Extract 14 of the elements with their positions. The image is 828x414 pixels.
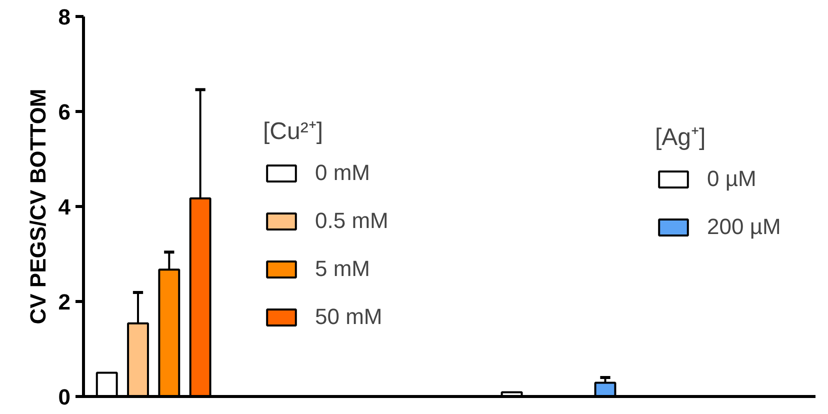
y-tick-label: 0 — [58, 384, 71, 410]
legend-label: 200 µM — [707, 214, 781, 240]
legend-label: 0 mM — [315, 160, 370, 186]
legend-label: 5 mM — [315, 256, 370, 282]
legend-title: [Cu²⁺] — [263, 117, 324, 146]
y-tick-label: 6 — [58, 100, 71, 124]
y-tick-label: 4 — [58, 194, 72, 220]
legend-label: 50 mM — [315, 304, 382, 330]
legend-label: 0 µM — [707, 166, 756, 192]
y-tick-label: 8 — [58, 4, 71, 30]
legend-label: 0.5 mM — [315, 208, 388, 234]
y-tick-label: 2 — [58, 290, 71, 314]
annotation: [Ag⁺] — [655, 123, 707, 152]
y-axis-title: CV PEGS/CV BOTTOM — [25, 88, 50, 324]
